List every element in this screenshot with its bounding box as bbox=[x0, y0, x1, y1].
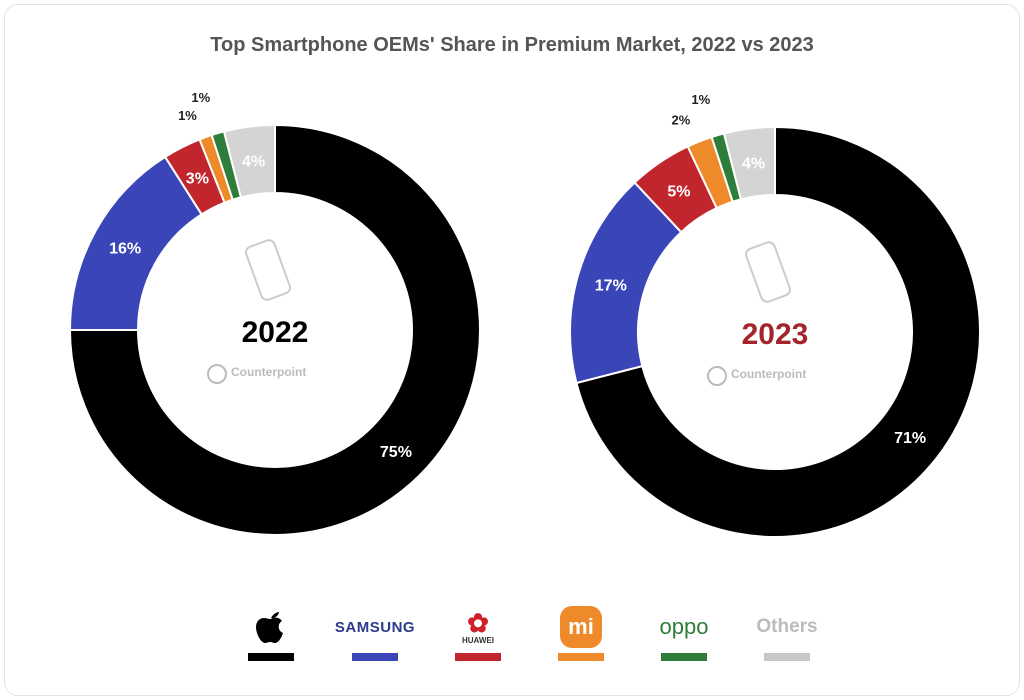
counterpoint-logo-icon bbox=[207, 364, 227, 384]
legend: SAMSUNG ✿ HUAWEI mi oppo Others bbox=[0, 605, 1024, 675]
chart-frame bbox=[4, 4, 1020, 696]
apple-logo-icon bbox=[236, 605, 306, 649]
huawei-logo: HUAWEI bbox=[462, 635, 494, 645]
slice-others bbox=[722, 125, 776, 201]
data-label: 71% bbox=[894, 430, 926, 447]
slice-apple bbox=[68, 123, 481, 536]
legend-swatch bbox=[661, 653, 707, 661]
data-label: 2% bbox=[672, 113, 691, 128]
others-label: Others bbox=[756, 616, 818, 637]
data-label: 4% bbox=[242, 153, 265, 170]
data-label: 1% bbox=[178, 108, 197, 123]
slice-apple bbox=[575, 125, 981, 538]
oppo-logo: oppo bbox=[659, 614, 709, 639]
data-label: 17% bbox=[595, 277, 627, 294]
phone-icon bbox=[245, 239, 291, 301]
legend-swatch bbox=[764, 653, 810, 661]
slice-others bbox=[222, 123, 276, 199]
samsung-logo: SAMSUNG bbox=[334, 618, 416, 636]
legend-item-huawei: ✿ HUAWEI bbox=[443, 605, 513, 661]
legend-swatch bbox=[352, 653, 398, 661]
data-label: 75% bbox=[380, 444, 412, 461]
legend-swatch bbox=[455, 653, 501, 661]
legend-swatch bbox=[558, 653, 604, 661]
huawei-petals-icon: ✿ bbox=[467, 607, 489, 638]
data-label: 4% bbox=[742, 155, 765, 172]
legend-item-others: Others bbox=[752, 605, 822, 661]
data-label: 16% bbox=[109, 241, 141, 258]
watermark: Counterpoint bbox=[731, 367, 806, 381]
legend-item-xiaomi: mi bbox=[546, 605, 616, 661]
legend-item-samsung: SAMSUNG bbox=[334, 605, 416, 661]
legend-swatch bbox=[248, 653, 294, 661]
year-label: 2022 bbox=[242, 316, 309, 349]
data-label: 3% bbox=[186, 171, 209, 188]
data-label: 1% bbox=[691, 92, 710, 107]
xiaomi-logo: mi bbox=[560, 606, 602, 648]
phone-icon bbox=[745, 241, 791, 303]
legend-item-apple bbox=[236, 605, 306, 661]
counterpoint-logo-icon bbox=[707, 366, 727, 386]
legend-item-oppo: oppo bbox=[649, 605, 719, 661]
data-label: 1% bbox=[191, 90, 210, 105]
watermark: Counterpoint bbox=[231, 365, 306, 379]
chart-title: Top Smartphone OEMs' Share in Premium Ma… bbox=[210, 34, 814, 56]
year-label: 2023 bbox=[742, 318, 809, 351]
data-label: 5% bbox=[667, 184, 690, 201]
